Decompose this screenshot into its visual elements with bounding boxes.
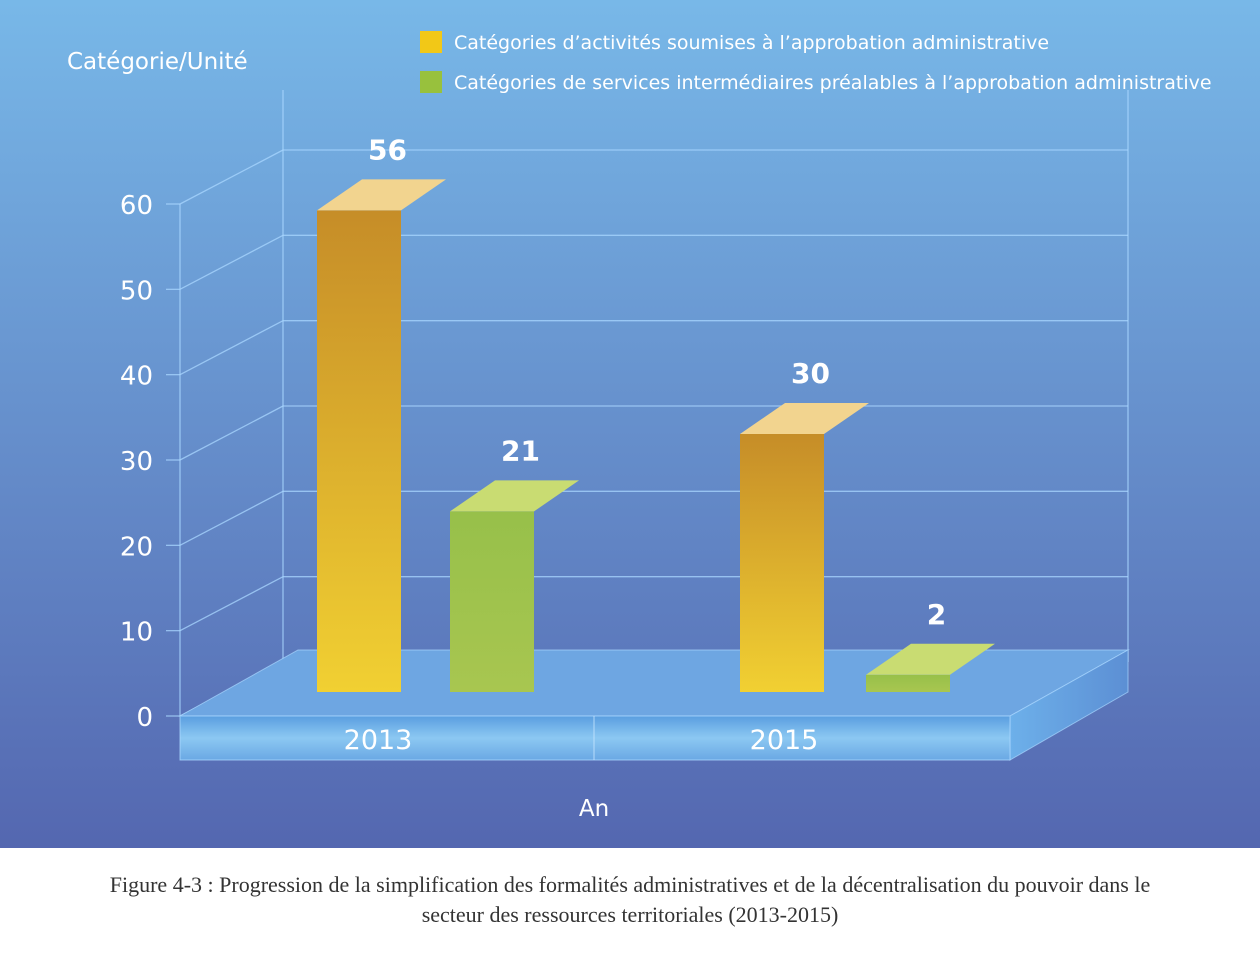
base-slab-front (179, 715, 1011, 761)
figure-caption-line-1: Figure 4-3 : Progression de la simplific… (109, 872, 1151, 897)
grid-diagonal-60 (179, 149, 284, 205)
data-label: 21 (501, 434, 540, 467)
y-tick-label-0: 0 (136, 703, 153, 733)
x-tick-label-2013: 2013 (344, 725, 413, 756)
y-tick-label-50: 50 (120, 276, 153, 306)
figure-caption: Figure 4-3 : Progression de la simplific… (0, 870, 1260, 930)
grid-diagonal-50 (179, 234, 284, 290)
category-base: 2013 2015 (178, 649, 1130, 761)
legend-label-series-2: Catégories de services intermédiaires pr… (454, 72, 1212, 94)
bar-front (317, 210, 401, 692)
bar-front (866, 674, 950, 692)
grid-diagonal-30 (179, 405, 284, 461)
bars-layer: 56 30 21 2 (317, 133, 995, 692)
bar-top (866, 643, 995, 675)
grid-diagonal-40 (179, 320, 284, 376)
bar-front (740, 434, 824, 692)
x-tick-label-2015: 2015 (750, 725, 819, 756)
legend-swatch-series-2 (420, 71, 442, 93)
data-label: 30 (791, 357, 830, 390)
figure-caption-line-2: secteur des ressources territoriales (20… (421, 902, 839, 927)
data-label: 2 (927, 598, 946, 631)
x-axis-label: An (579, 796, 609, 822)
bar-chart: 2013 2015 56 30 21 2 0 10 20 30 40 50 60 Catégorie… (0, 0, 1260, 848)
bar-series-2-2015: 2 (866, 598, 995, 692)
chart-panel: 2013 2015 56 30 21 2 0 10 20 30 40 50 60 Catégorie… (0, 0, 1260, 848)
legend-swatch-series-1 (420, 31, 442, 53)
bar-top (317, 179, 446, 211)
y-tick-label-10: 10 (120, 618, 153, 648)
bar-series-2-2013: 21 (450, 434, 579, 692)
bar-series-1-2013: 56 (317, 133, 446, 692)
grid-diagonal-10 (179, 576, 284, 632)
bar-series-1-2015: 30 (740, 357, 869, 692)
data-label: 56 (368, 133, 407, 166)
y-tick-label-20: 20 (120, 532, 153, 562)
y-axis-label: Catégorie/Unité (67, 49, 248, 75)
y-tick-label-30: 30 (120, 447, 153, 477)
y-tick-label-60: 60 (120, 191, 153, 221)
bar-front (450, 511, 534, 692)
bar-top (450, 480, 579, 512)
bar-top (740, 403, 869, 434)
y-axis-ticks: 0 10 20 30 40 50 60 (120, 191, 180, 733)
y-tick-label-40: 40 (120, 362, 153, 392)
legend: Catégories d’activités soumises à l’appr… (420, 31, 1212, 94)
legend-label-series-1: Catégories d’activités soumises à l’appr… (454, 32, 1049, 54)
grid-diagonal-20 (179, 490, 284, 546)
